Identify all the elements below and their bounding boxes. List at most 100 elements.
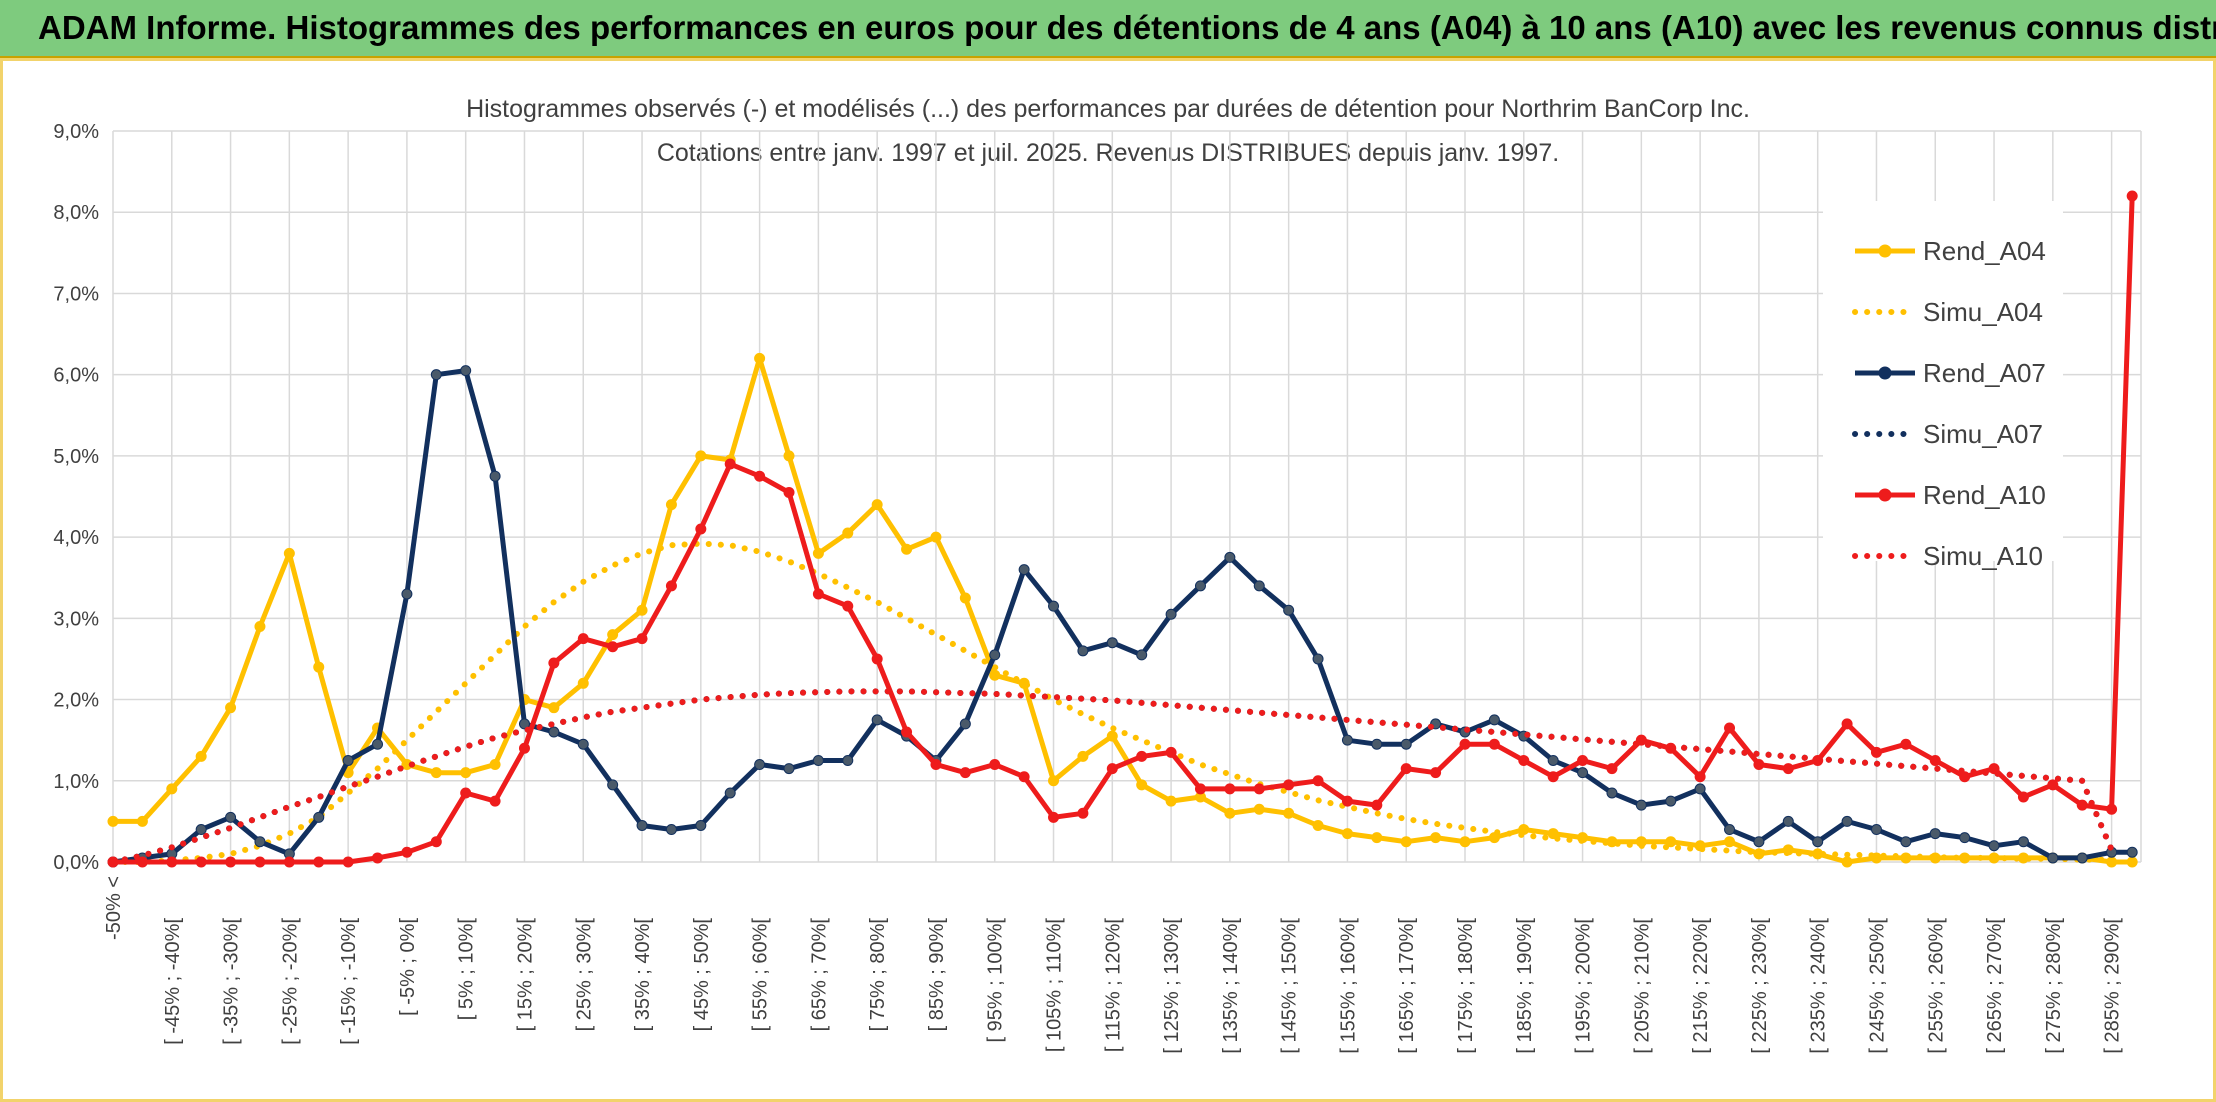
data-point: [2106, 856, 2118, 868]
banner-title: ADAM Informe. Histogrammes des performan…: [38, 9, 2216, 46]
data-point: [1253, 580, 1265, 592]
data-point: [724, 458, 736, 470]
data-point: [430, 836, 442, 848]
data-point: [695, 523, 707, 535]
data-point: [1253, 803, 1265, 815]
data-point: [812, 754, 824, 766]
data-point: [460, 787, 472, 799]
data-point: [1194, 580, 1206, 592]
data-point: [1224, 783, 1236, 795]
data-point: [548, 657, 560, 669]
data-point: [1371, 738, 1383, 750]
data-point: [401, 588, 413, 600]
data-point: [1870, 824, 1882, 836]
data-point: [372, 852, 384, 864]
data-point: [1194, 783, 1206, 795]
y-tick-label: 8,0%: [53, 202, 99, 224]
legend-label: Rend_A10: [1923, 480, 2046, 510]
y-tick-label: 9,0%: [53, 121, 99, 143]
y-tick-label: 1,0%: [53, 771, 99, 793]
data-point: [871, 714, 883, 726]
data-point: [107, 815, 119, 827]
data-point: [1694, 771, 1706, 783]
data-point: [1900, 836, 1912, 848]
data-point: [812, 547, 824, 559]
y-tick-label: 5,0%: [53, 446, 99, 468]
data-point: [518, 718, 530, 730]
x-tick-label: [ 115% ; 120%[: [1102, 918, 1124, 1053]
x-tick-label: [ -15% ; -10%[: [338, 918, 360, 1045]
x-tick-label: [ 185% ; 190%[: [1514, 918, 1536, 1054]
x-tick-label: [ -35% ; -30%[: [221, 918, 243, 1045]
data-point: [1077, 645, 1089, 657]
data-point: [489, 470, 501, 482]
chart: Histogrammes observés (-) et modélisés (…: [53, 95, 2142, 1054]
y-tick-label: 3,0%: [53, 608, 99, 630]
data-point: [1518, 754, 1530, 766]
data-point: [489, 759, 501, 771]
data-point: [1018, 564, 1030, 576]
data-point: [871, 653, 883, 665]
data-point: [1724, 824, 1736, 836]
data-point: [959, 767, 971, 779]
data-point: [2126, 856, 2138, 868]
data-point: [1400, 836, 1412, 848]
data-point: [1841, 718, 1853, 730]
x-tick-label: [ 255% ; 260%[: [1925, 918, 1947, 1054]
legend-marker-dot: [1878, 244, 1892, 258]
data-point: [1782, 815, 1794, 827]
x-axis: -50% < [ -45% ; -40%[[ -35% ; -30%[[ -25%…: [103, 876, 2124, 1054]
data-point: [1400, 763, 1412, 775]
data-point: [1371, 799, 1383, 811]
series-line-rend_a07: [112, 368, 2133, 865]
data-point: [313, 661, 325, 673]
data-point: [166, 783, 178, 795]
data-point: [1136, 750, 1148, 762]
data-point: [548, 702, 560, 714]
data-point: [225, 702, 237, 714]
data-point: [1753, 836, 1765, 848]
x-tick-label: [ 275% ; 280%[: [2043, 918, 2065, 1054]
data-point: [754, 352, 766, 364]
x-tick-label: [ 245% ; 250%[: [1866, 918, 1888, 1054]
x-tick-label: [ 55% ; 60%[: [750, 918, 772, 1032]
data-point: [1283, 807, 1295, 819]
data-point: [1048, 811, 1060, 823]
data-point: [842, 600, 854, 612]
data-point: [1106, 730, 1118, 742]
data-point: [1841, 815, 1853, 827]
data-point: [1488, 714, 1500, 726]
data-point: [136, 815, 148, 827]
data-point: [607, 629, 619, 641]
series-line-simu_a04: [110, 540, 2115, 865]
x-tick-label: [ 35% ; 40%[: [632, 918, 654, 1032]
data-point: [1106, 637, 1118, 649]
data-point: [1665, 836, 1677, 848]
legend-background: [1823, 201, 2063, 561]
data-point: [754, 470, 766, 482]
data-point: [724, 787, 736, 799]
data-point: [1283, 779, 1295, 791]
data-point: [871, 499, 883, 511]
y-tick-label: 6,0%: [53, 365, 99, 387]
data-point: [1077, 807, 1089, 819]
data-point: [1312, 819, 1324, 831]
x-tick-label: [ 285% ; 290%[: [2102, 918, 2124, 1054]
legend-label: Simu_A04: [1923, 297, 2043, 327]
legend-label: Rend_A04: [1923, 236, 2046, 266]
data-point: [783, 486, 795, 498]
x-tick-label: [ 195% ; 200%[: [1573, 918, 1595, 1054]
legend-label: Simu_A07: [1923, 419, 2043, 449]
x-tick-label: [ 145% ; 150%[: [1279, 918, 1301, 1054]
data-point: [1165, 608, 1177, 620]
data-point: [1136, 649, 1148, 661]
y-tick-label: 7,0%: [53, 283, 99, 305]
data-point: [2017, 791, 2029, 803]
data-point: [1547, 754, 1559, 766]
x-tick-label: [ 175% ; 180%[: [1455, 918, 1477, 1054]
data-point: [2076, 852, 2088, 864]
data-point: [225, 856, 237, 868]
data-point: [1635, 734, 1647, 746]
x-tick-label: [ 155% ; 160%[: [1337, 918, 1359, 1054]
data-point: [1870, 746, 1882, 758]
